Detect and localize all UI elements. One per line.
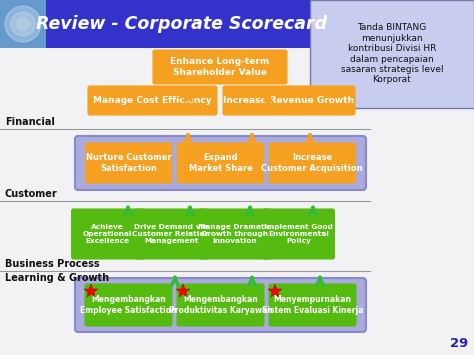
- FancyBboxPatch shape: [85, 284, 172, 326]
- Text: Expand
Market Share: Expand Market Share: [189, 153, 253, 173]
- Text: Financial: Financial: [5, 117, 55, 127]
- Text: Enhance Long-term
Shareholder Value: Enhance Long-term Shareholder Value: [170, 57, 270, 77]
- Text: Tanda BINTANG
menunjukkan
kontribusi Divisi HR
dalam pencapaian
sasaran strategi: Tanda BINTANG menunjukkan kontribusi Div…: [341, 23, 443, 84]
- FancyBboxPatch shape: [75, 278, 366, 332]
- FancyBboxPatch shape: [269, 284, 356, 326]
- FancyBboxPatch shape: [86, 143, 172, 183]
- Text: Menyempurnakan
Sistem Evaluasi Kinerja: Menyempurnakan Sistem Evaluasi Kinerja: [262, 295, 363, 315]
- FancyBboxPatch shape: [177, 284, 264, 326]
- FancyBboxPatch shape: [269, 143, 355, 183]
- Text: 29: 29: [450, 337, 468, 350]
- FancyBboxPatch shape: [263, 209, 334, 259]
- Text: Drive Demand via
Customer Relation
Management: Drive Demand via Customer Relation Manag…: [132, 224, 210, 244]
- Text: Manage Dramatic
Growth through
Innovation: Manage Dramatic Growth through Innovatio…: [198, 224, 272, 244]
- Text: Business Process: Business Process: [5, 259, 100, 269]
- FancyBboxPatch shape: [223, 86, 355, 115]
- Circle shape: [17, 18, 29, 30]
- FancyBboxPatch shape: [177, 143, 264, 183]
- FancyBboxPatch shape: [72, 209, 144, 259]
- Text: Manage Cost Efficiency: Manage Cost Efficiency: [93, 96, 212, 105]
- Text: Mengembangkan
Employee Satisfaction: Mengembangkan Employee Satisfaction: [80, 295, 177, 315]
- Text: Learning & Growth: Learning & Growth: [5, 273, 109, 283]
- Bar: [0, 0, 46, 48]
- FancyBboxPatch shape: [88, 86, 217, 115]
- FancyBboxPatch shape: [310, 0, 474, 108]
- Circle shape: [5, 6, 41, 42]
- Text: Review - Corporate Scorecard: Review - Corporate Scorecard: [36, 15, 328, 33]
- Text: Increase
Customer Acquisition: Increase Customer Acquisition: [262, 153, 363, 173]
- Bar: [0, 0, 310, 48]
- Text: Customer: Customer: [5, 189, 58, 199]
- Text: Mengembangkan
Produktivitas Karyawan: Mengembangkan Produktivitas Karyawan: [169, 295, 273, 315]
- Text: Implement Good
Environmental
Policy: Implement Good Environmental Policy: [264, 224, 333, 244]
- Bar: [0, 48, 474, 355]
- Text: Achieve
Operational
Excellence: Achieve Operational Excellence: [83, 224, 132, 244]
- FancyBboxPatch shape: [199, 209, 271, 259]
- Text: Increase Revenue Growth: Increase Revenue Growth: [223, 96, 355, 105]
- Text: Nurture Customer
Satisfaction: Nurture Customer Satisfaction: [86, 153, 172, 173]
- FancyBboxPatch shape: [75, 136, 366, 190]
- FancyBboxPatch shape: [153, 50, 287, 84]
- Circle shape: [11, 12, 35, 36]
- FancyBboxPatch shape: [135, 209, 207, 259]
